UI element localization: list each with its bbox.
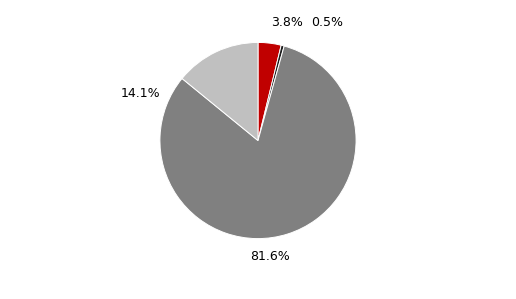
Text: 81.6%: 81.6% <box>250 250 289 263</box>
Text: 3.8%: 3.8% <box>271 16 303 29</box>
Text: 0.5%: 0.5% <box>311 16 343 29</box>
Wedge shape <box>182 42 258 141</box>
Text: 14.1%: 14.1% <box>121 87 160 100</box>
Wedge shape <box>258 42 281 141</box>
Wedge shape <box>258 45 284 141</box>
Wedge shape <box>160 46 356 239</box>
